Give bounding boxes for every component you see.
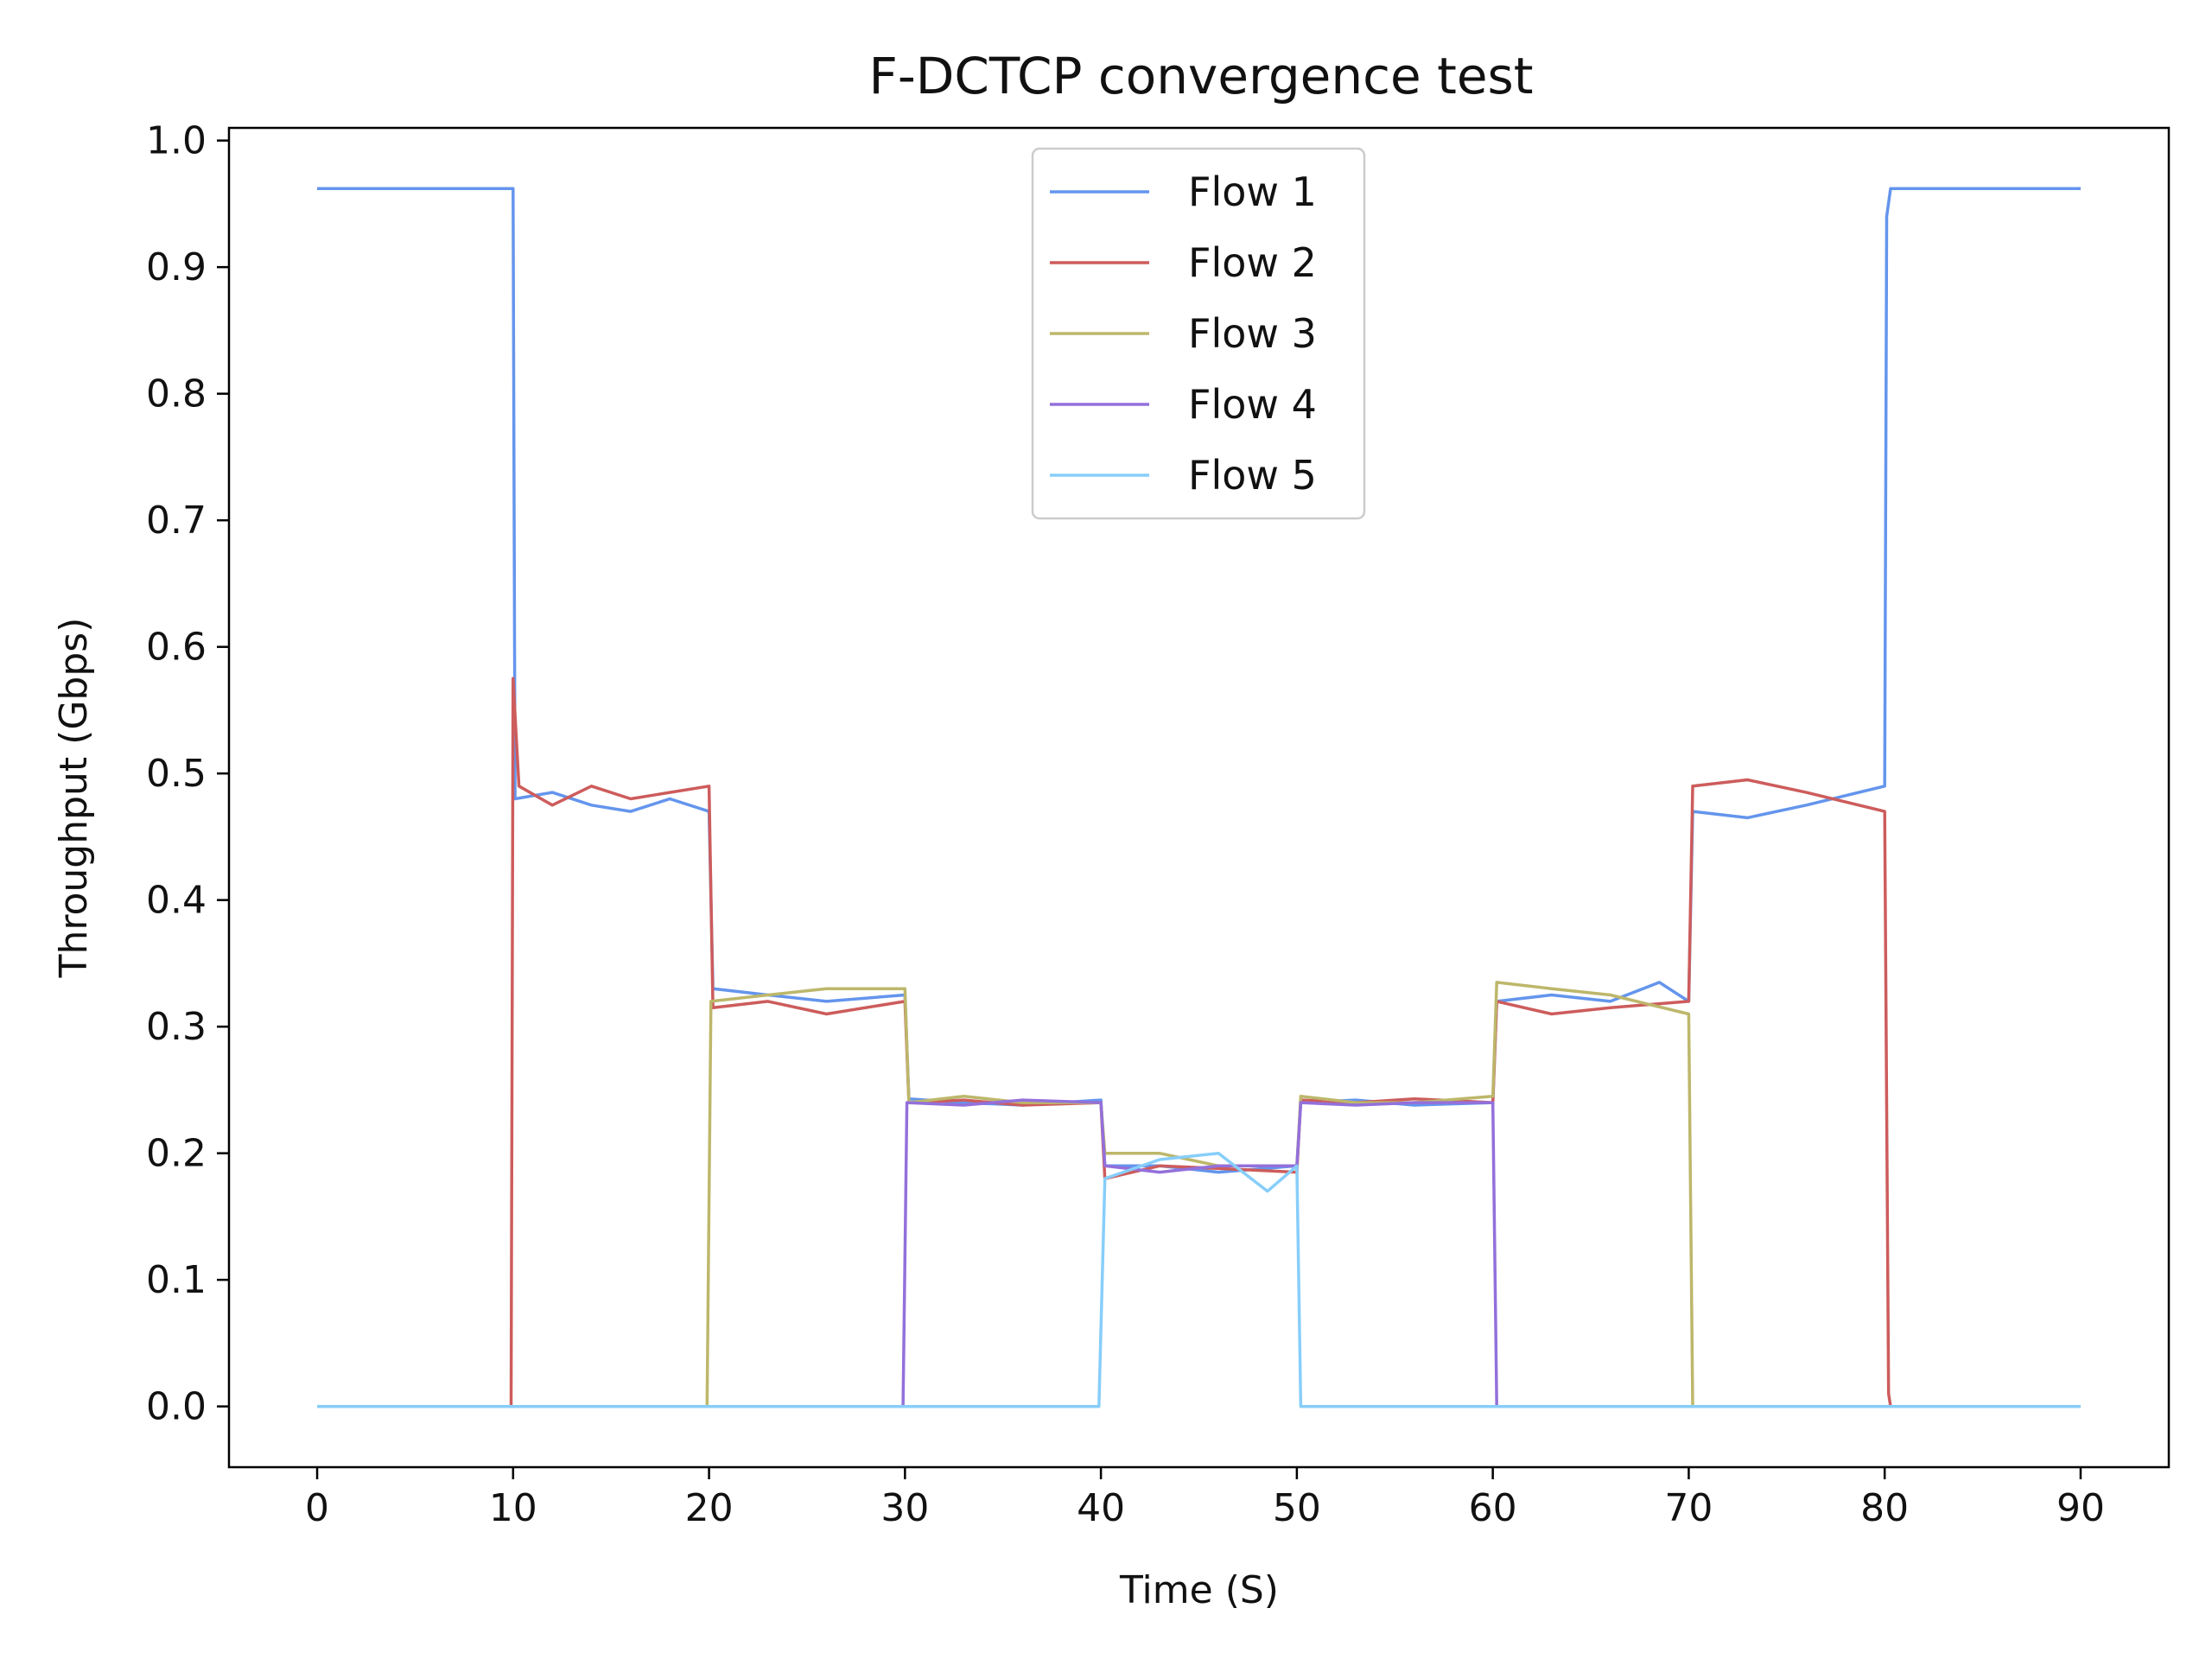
series-line-flow-3 — [317, 981, 2081, 1408]
y-tick-label: 0.8 — [146, 372, 207, 416]
plot-lines — [317, 187, 2081, 1408]
y-tick-label: 0.5 — [146, 752, 207, 796]
series-line-flow-2 — [317, 677, 2081, 1408]
x-axis-label: Time (S) — [1119, 1568, 1279, 1612]
x-tick-label: 90 — [2056, 1486, 2105, 1530]
legend-label: Flow 2 — [1188, 239, 1317, 286]
y-tick-label: 1.0 — [146, 119, 207, 163]
y-tick-label: 0.0 — [146, 1385, 207, 1429]
x-tick-label: 40 — [1077, 1486, 1125, 1530]
x-tick-label: 30 — [880, 1486, 929, 1530]
legend-label: Flow 5 — [1188, 452, 1317, 499]
y-tick-label: 0.4 — [146, 879, 207, 923]
x-tick-label: 50 — [1273, 1486, 1321, 1530]
legend-label: Flow 4 — [1188, 381, 1317, 428]
x-tick-label: 0 — [305, 1486, 329, 1530]
legend-label: Flow 3 — [1188, 310, 1317, 357]
y-tick-label: 0.3 — [146, 1005, 207, 1049]
y-tick-label: 0.7 — [146, 499, 207, 543]
y-tick-label: 0.2 — [146, 1132, 207, 1176]
x-axis-ticks: 0 10 20 30 40 50 60 70 80 90 — [305, 1467, 2105, 1530]
legend-label: Flow 1 — [1188, 168, 1317, 215]
x-tick-label: 70 — [1664, 1486, 1713, 1530]
y-tick-label: 0.1 — [146, 1258, 207, 1302]
x-tick-label: 60 — [1469, 1486, 1517, 1530]
chart-title: F-DCTCP convergence test — [868, 47, 1533, 105]
legend-box — [1031, 147, 1366, 520]
plot-frame — [227, 126, 2171, 1469]
y-axis-ticks: 0.0 0.1 0.2 0.3 0.4 0.5 0.6 0.7 0.8 0.9 1.0 — [146, 119, 229, 1429]
legend: Flow 1 Flow 2 Flow 3 Flow 4 Flow 5 — [1031, 147, 1366, 520]
legend-items: Flow 1 Flow 2 Flow 3 Flow 4 Flow 5 — [1050, 168, 1317, 499]
y-tick-label: 0.6 — [146, 626, 207, 670]
x-tick-label: 10 — [489, 1486, 537, 1530]
x-tick-label: 20 — [685, 1486, 734, 1530]
x-tick-label: 80 — [1860, 1486, 1909, 1530]
y-tick-label: 0.9 — [146, 245, 207, 289]
series-line-flow-4 — [317, 1098, 2081, 1408]
y-axis-label: Throughput (Gbps) — [52, 618, 96, 979]
series-line-flow-5 — [317, 1151, 2081, 1408]
